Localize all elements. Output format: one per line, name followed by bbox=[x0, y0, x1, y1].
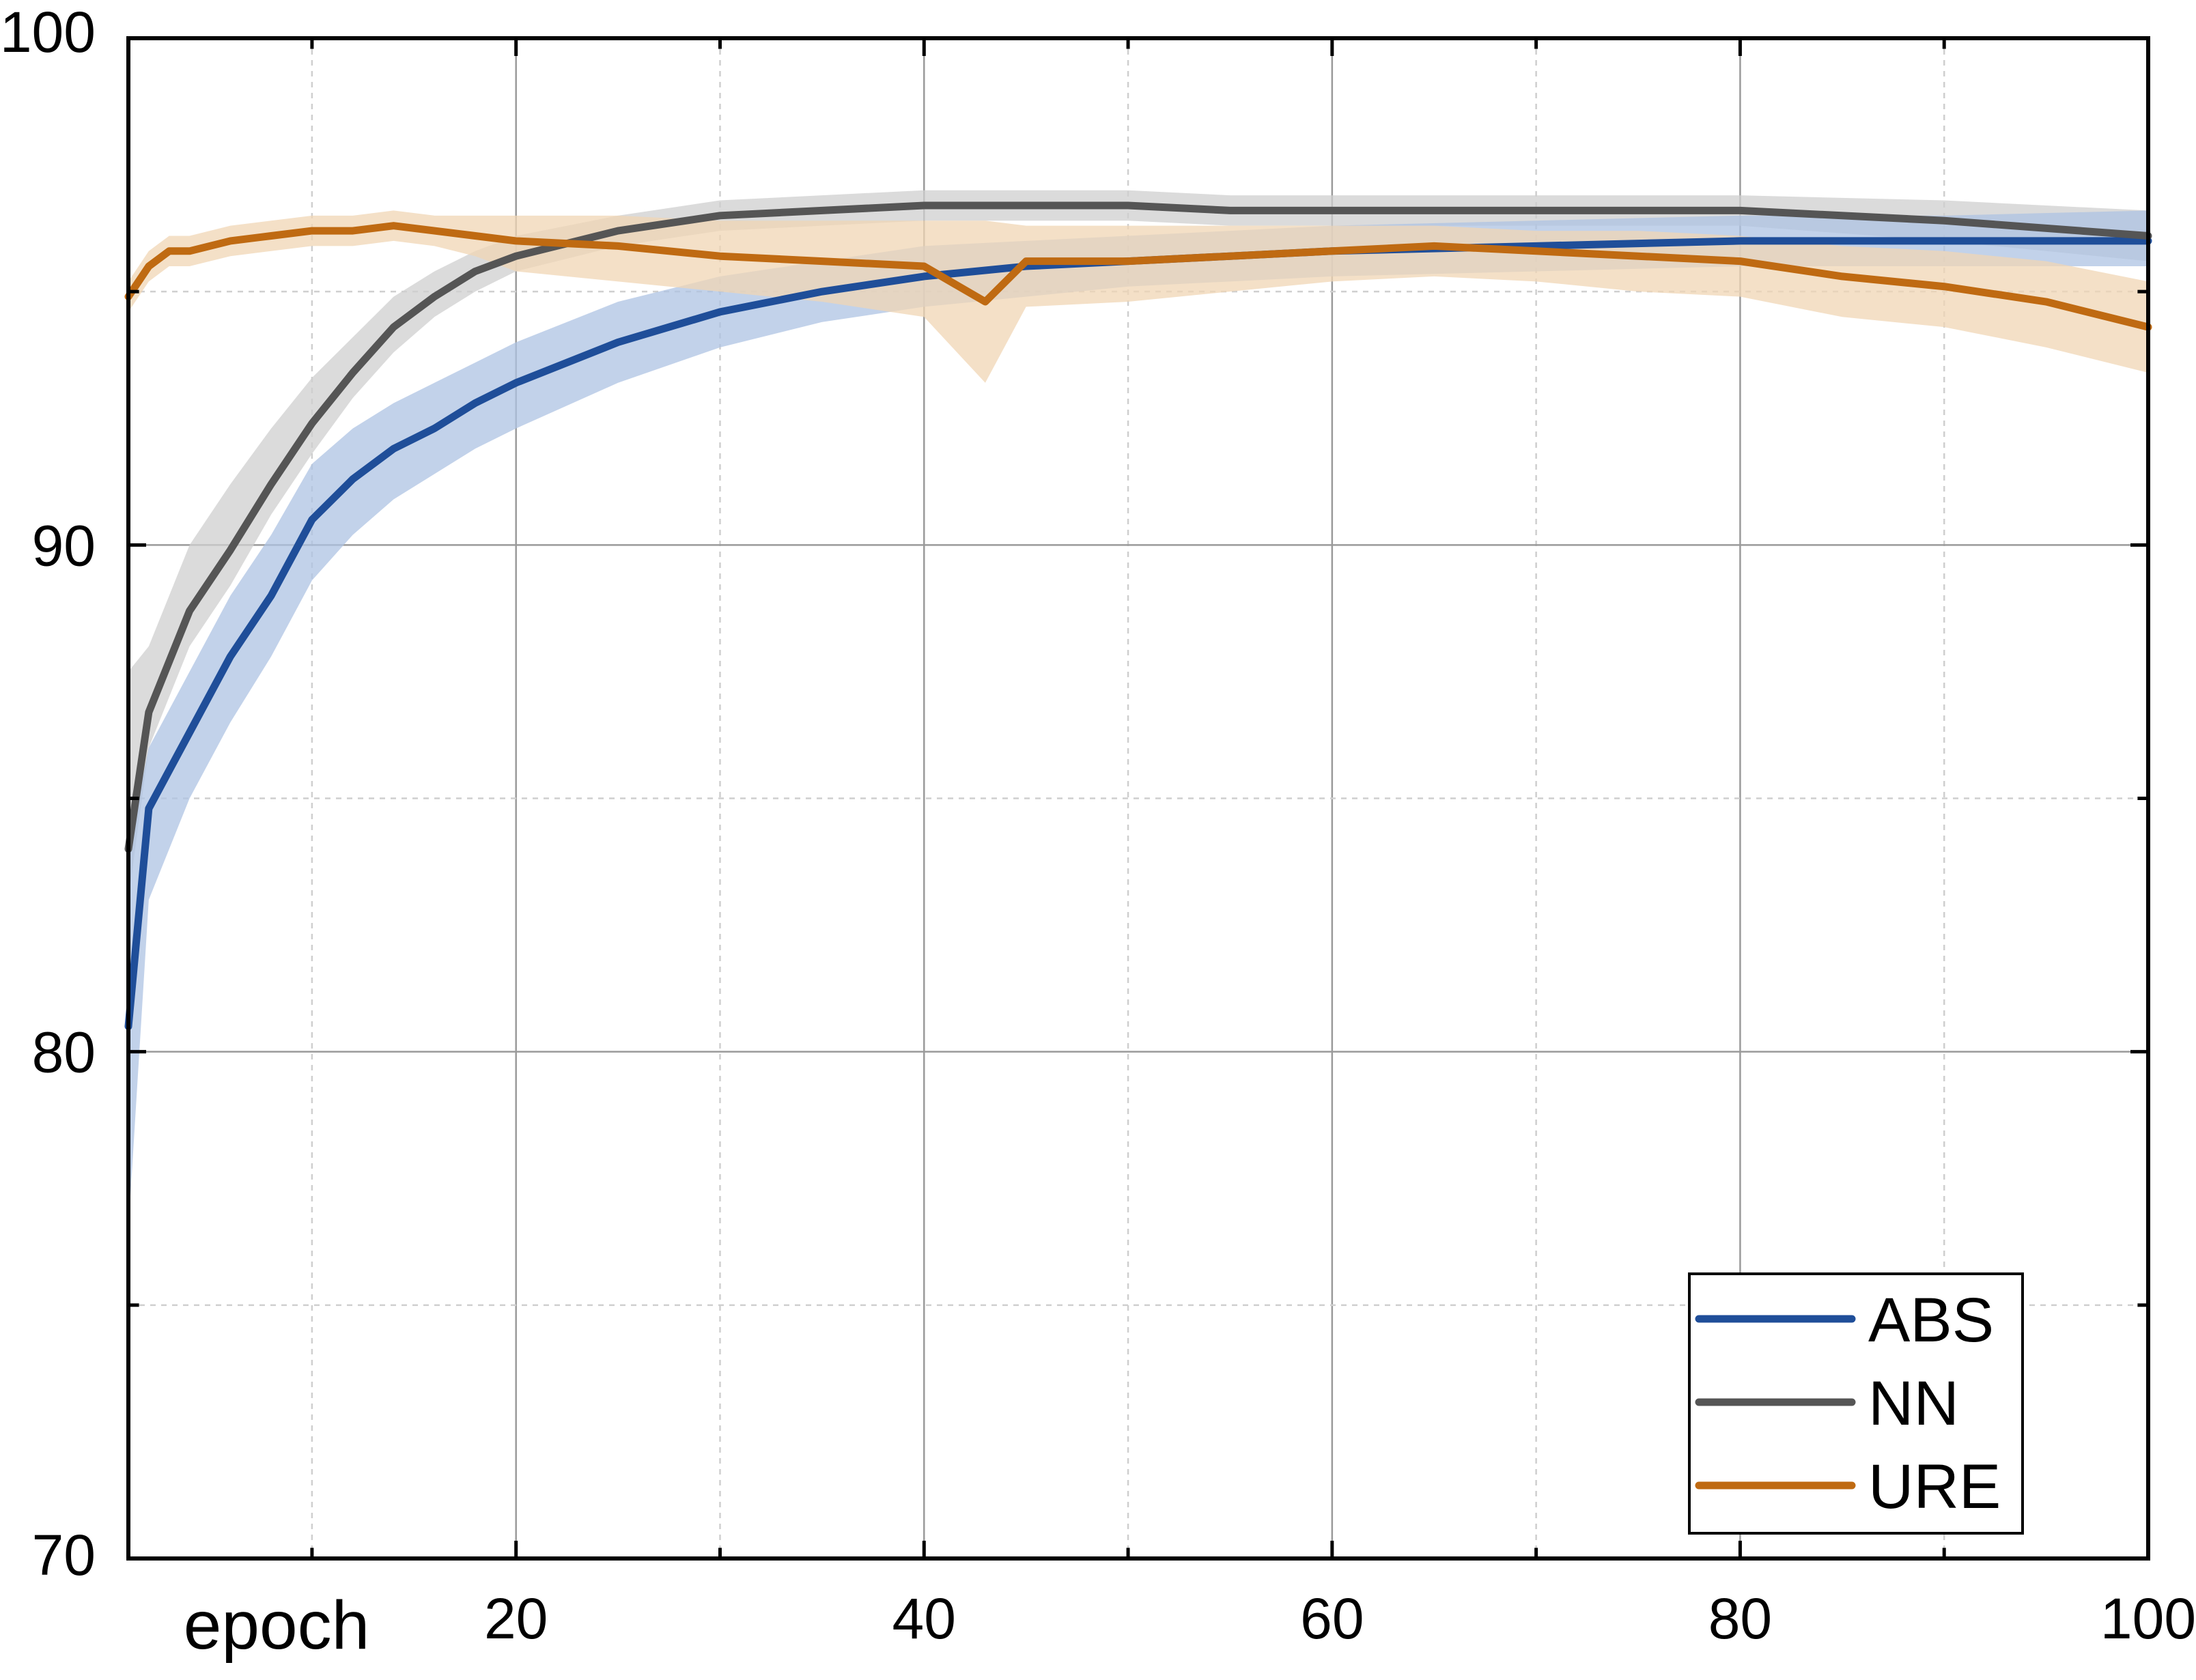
y-tick-label: 100 bbox=[0, 0, 96, 64]
y-tick-label: 90 bbox=[32, 513, 96, 578]
x-tick-label: 80 bbox=[1708, 1586, 1772, 1651]
x-tick-label: 40 bbox=[892, 1586, 956, 1651]
legend: ABS NN URE bbox=[1688, 1272, 2024, 1535]
x-axis-label: epoch bbox=[184, 1587, 369, 1664]
line-ure bbox=[124, 222, 2152, 331]
series-lines bbox=[124, 201, 2152, 1031]
line-nn bbox=[124, 201, 2152, 853]
y-tick-label: 70 bbox=[32, 1523, 96, 1587]
x-tick-label: 60 bbox=[1300, 1586, 1364, 1651]
legend-label-nn: NN bbox=[1868, 1369, 1959, 1438]
x-tick-label: 20 bbox=[484, 1586, 548, 1651]
x-tick-label: 100 bbox=[2100, 1586, 2196, 1651]
legend-label-ure: URE bbox=[1868, 1452, 2001, 1522]
y-tick-label: 80 bbox=[32, 1021, 96, 1085]
legend-label-abs: ABS bbox=[1868, 1285, 1994, 1355]
axis-ticks bbox=[128, 36, 2150, 1561]
